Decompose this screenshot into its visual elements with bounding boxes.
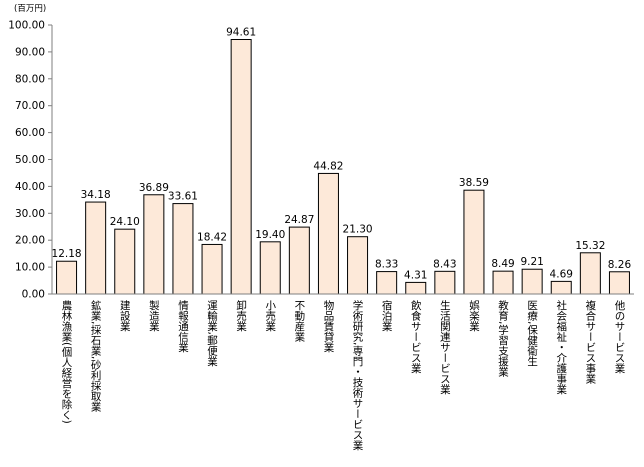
category-label: 複合サービス事業 xyxy=(584,299,596,385)
bar xyxy=(288,226,310,295)
category-label: 社会福祉・介護事業 xyxy=(555,299,567,395)
category-label: 製造業 xyxy=(148,299,160,332)
y-tick-label: 100.00 xyxy=(8,20,45,32)
category-labels: 農林漁業(個人経営を除く) 鉱業,採石業,砂利採取業 建設業 製造業 情報通信業 運輸業,… xyxy=(61,299,626,451)
data-label: 24.10 xyxy=(110,216,140,228)
category-label: 不動産業 xyxy=(293,300,305,343)
data-label: 9.21 xyxy=(520,256,543,268)
bar xyxy=(230,38,252,295)
data-label: 8.33 xyxy=(375,259,398,271)
bar xyxy=(434,270,456,295)
category-label: 生活関連サービス業 xyxy=(439,299,451,395)
category-label: 建設業 xyxy=(119,299,131,332)
y-tick-label: 0.00 xyxy=(22,289,45,301)
category-label: 飲食サービス業 xyxy=(410,299,422,374)
category-label: 医療,保健衛生 xyxy=(526,300,538,366)
bar xyxy=(492,270,514,295)
data-label: 8.43 xyxy=(433,258,456,270)
data-label: 19.40 xyxy=(255,229,285,241)
y-tick-label: 90.00 xyxy=(15,46,45,58)
y-tick-label: 40.00 xyxy=(15,181,45,193)
bar xyxy=(172,203,194,295)
y-tick-label: 50.00 xyxy=(15,154,45,166)
y-axis-unit-label: (百万円) xyxy=(14,4,46,14)
data-label: 94.61 xyxy=(226,26,256,38)
category-label: 運輸業,郵便業 xyxy=(206,300,218,367)
y-tick-label: 80.00 xyxy=(15,73,45,85)
data-label: 4.31 xyxy=(404,269,427,281)
bar xyxy=(201,243,223,295)
category-label: 他のサービス業 xyxy=(613,299,625,374)
y-axis-ticks: 0.00 10.00 20.00 30.00 40.00 50.00 60.00 70.00 8… xyxy=(8,20,52,301)
data-label: 38.59 xyxy=(459,177,489,189)
category-label: 鉱業,採石業,砂利採取業 xyxy=(90,299,102,412)
data-label: 8.49 xyxy=(491,258,514,270)
bar xyxy=(550,280,572,295)
category-label: 卸売業 xyxy=(235,299,247,332)
data-label: 33.61 xyxy=(168,191,198,203)
category-label: 娯楽業 xyxy=(468,299,480,332)
category-label: 物品賃貸業 xyxy=(322,299,334,353)
bar xyxy=(521,268,543,295)
data-label: 34.18 xyxy=(81,189,111,201)
category-label: 学術研究,専門・技術サービス業 xyxy=(352,299,364,451)
category-label: 情報通信業 xyxy=(177,299,189,353)
bar xyxy=(405,281,427,295)
bar xyxy=(56,260,78,295)
bar xyxy=(85,201,107,295)
data-label: 8.26 xyxy=(608,259,632,271)
y-tick-label: 10.00 xyxy=(15,262,45,274)
y-tick-label: 20.00 xyxy=(15,235,45,247)
data-label: 36.89 xyxy=(139,182,169,194)
bar xyxy=(317,172,339,295)
bar xyxy=(376,271,398,295)
bar xyxy=(608,271,630,295)
data-label: 21.30 xyxy=(343,224,373,236)
y-tick-label: 30.00 xyxy=(15,208,45,220)
data-label: 4.69 xyxy=(550,268,573,280)
data-label: 44.82 xyxy=(313,160,343,172)
category-label: 教育,学習支援業 xyxy=(497,299,509,377)
category-label: 農林漁業(個人経営を除く) xyxy=(61,299,73,423)
bar xyxy=(579,252,601,295)
bar xyxy=(347,236,369,295)
data-label: 15.32 xyxy=(575,240,605,252)
y-tick-label: 60.00 xyxy=(15,127,45,139)
bar xyxy=(259,241,281,295)
category-label: 小売業 xyxy=(264,300,276,332)
bar xyxy=(143,194,165,295)
category-label: 宿泊業 xyxy=(381,299,393,332)
data-label: 18.42 xyxy=(197,231,227,243)
bar xyxy=(463,189,485,295)
y-tick-label: 70.00 xyxy=(15,100,45,112)
data-label: 12.18 xyxy=(52,248,82,260)
bar xyxy=(114,228,136,295)
data-label: 24.87 xyxy=(284,214,314,226)
